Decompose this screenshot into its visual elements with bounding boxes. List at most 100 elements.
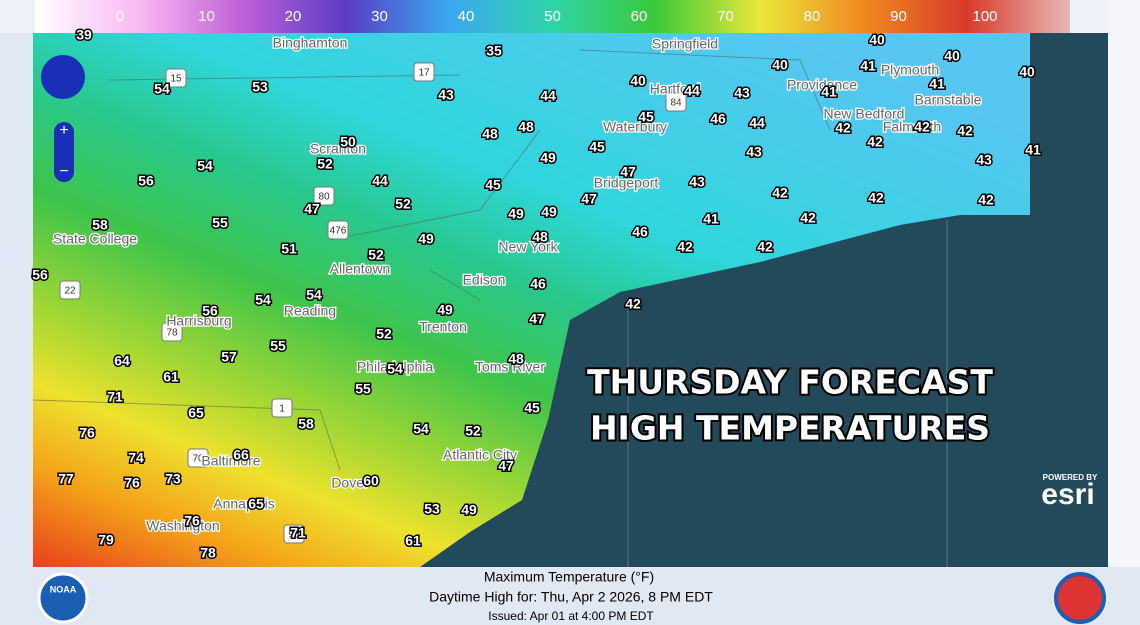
temperature-label: 54 bbox=[255, 292, 271, 308]
temperature-label: 42 bbox=[757, 239, 773, 255]
temperature-label: 35 bbox=[486, 43, 502, 59]
temperature-label: 42 bbox=[867, 134, 883, 150]
temperature-label: 54 bbox=[387, 361, 403, 377]
temperature-label: 58 bbox=[298, 416, 314, 432]
city-label: Falmouth bbox=[883, 119, 941, 135]
highway-label: 1 bbox=[279, 404, 285, 415]
temperature-label: 56 bbox=[202, 303, 218, 319]
temperature-label: 73 bbox=[165, 471, 181, 487]
pan-control[interactable] bbox=[41, 55, 85, 99]
temperature-label: 43 bbox=[689, 174, 705, 190]
legend-bar bbox=[35, 0, 1070, 33]
temperature-label: 44 bbox=[749, 115, 765, 131]
temperature-label: 61 bbox=[405, 533, 421, 549]
nav-control[interactable]: + − bbox=[41, 55, 85, 182]
temperature-label: 42 bbox=[914, 119, 930, 135]
legend-tick-label: 30 bbox=[371, 8, 388, 25]
city-label: Plymouth bbox=[881, 62, 939, 78]
city-label: Philadelphia bbox=[357, 359, 433, 375]
zoom-in[interactable]: + bbox=[59, 122, 68, 139]
temperature-label: 54 bbox=[197, 158, 213, 174]
temperature-label: 51 bbox=[281, 241, 297, 257]
highway-label: 17 bbox=[418, 68, 430, 79]
temperature-label: 43 bbox=[746, 144, 762, 160]
temperature-label: 49 bbox=[540, 150, 556, 166]
city-label: Providence bbox=[787, 77, 857, 93]
temperature-label: 42 bbox=[800, 210, 816, 226]
temperature-label: 44 bbox=[684, 83, 700, 99]
footer-valid: Daytime High for: Thu, Apr 2 2026, 8 PM … bbox=[429, 589, 713, 605]
temperature-label: 40 bbox=[772, 57, 788, 73]
temperature-label: 42 bbox=[978, 192, 994, 208]
temperature-label: 41 bbox=[929, 76, 945, 92]
temperature-label: 76 bbox=[184, 513, 200, 529]
zoom-control[interactable] bbox=[54, 122, 74, 182]
temperature-label: 76 bbox=[124, 475, 140, 491]
temperature-label: 40 bbox=[944, 48, 960, 64]
footer-title: Maximum Temperature (°F) bbox=[484, 569, 654, 585]
city-label: Edison bbox=[463, 272, 506, 288]
nws-logo bbox=[1054, 572, 1106, 624]
highway-label: 476 bbox=[330, 226, 347, 237]
temperature-label: 76 bbox=[79, 425, 95, 441]
temperature-label: 58 bbox=[92, 217, 108, 233]
temperature-label: 55 bbox=[355, 381, 371, 397]
temperature-label: 61 bbox=[163, 369, 179, 385]
city-label: Annapolis bbox=[213, 496, 275, 512]
temperature-label: 41 bbox=[703, 211, 719, 227]
state-border bbox=[33, 49, 831, 471]
temperature-label: 64 bbox=[114, 353, 130, 369]
temperature-label: 52 bbox=[317, 156, 333, 172]
temperature-label: 77 bbox=[58, 471, 74, 487]
temperature-label: 44 bbox=[540, 88, 556, 104]
temperature-label: 43 bbox=[734, 85, 750, 101]
city-label: Baltimore bbox=[201, 453, 260, 469]
city-label: Reading bbox=[284, 303, 336, 319]
temperature-label: 49 bbox=[541, 204, 557, 220]
temperature-label: 71 bbox=[290, 525, 306, 541]
city-label: Barnstable bbox=[915, 92, 982, 108]
city-label: Trenton bbox=[419, 319, 467, 335]
highway-label: 15 bbox=[170, 74, 182, 85]
city-label: New York bbox=[498, 239, 558, 255]
temperature-label: 50 bbox=[340, 134, 356, 150]
city-label: State College bbox=[53, 231, 137, 247]
legend-tick-label: 100 bbox=[972, 8, 997, 25]
temperature-label: 52 bbox=[376, 326, 392, 342]
temperature-label: 46 bbox=[710, 111, 726, 127]
temperature-label: 57 bbox=[221, 349, 237, 365]
highway-label: 95 bbox=[288, 530, 300, 541]
highway-label: 78 bbox=[166, 328, 178, 339]
highway-shield bbox=[327, 220, 349, 240]
temperature-label: 48 bbox=[508, 351, 524, 367]
temperature-label: 56 bbox=[138, 173, 154, 189]
temperature-label: 47 bbox=[498, 458, 514, 474]
legend-tick-label: 70 bbox=[717, 8, 734, 25]
city-label: Toms River bbox=[475, 359, 545, 375]
temperature-label: 40 bbox=[630, 73, 646, 89]
temperature-label: 49 bbox=[461, 502, 477, 518]
highway-label: 84 bbox=[670, 98, 682, 109]
temperature-label: 43 bbox=[976, 152, 992, 168]
temperature-label: 45 bbox=[524, 400, 540, 416]
highway-label: 22 bbox=[64, 286, 76, 297]
highway-label: 70 bbox=[192, 454, 204, 465]
overlay-title: HIGH TEMPERATURES bbox=[590, 409, 990, 448]
city-label: Scranton bbox=[310, 141, 366, 157]
temperature-label: 60 bbox=[363, 473, 379, 489]
highway-shield bbox=[165, 68, 187, 88]
noaa-logo bbox=[37, 572, 89, 624]
zoom-out[interactable]: − bbox=[59, 163, 68, 180]
temperature-label: 41 bbox=[860, 58, 876, 74]
city-label: Harrisburg bbox=[166, 313, 231, 329]
temperature-label: 54 bbox=[413, 421, 429, 437]
temperature-label: 65 bbox=[188, 405, 204, 421]
temperature-label: 66 bbox=[233, 447, 249, 463]
city-label: Dover bbox=[331, 475, 369, 491]
temperature-label: 55 bbox=[212, 215, 228, 231]
city-label: New Bedford bbox=[824, 106, 905, 122]
temperature-label: 44 bbox=[372, 173, 388, 189]
esri-brand: esri bbox=[1041, 478, 1094, 511]
legend-tick-label: 10 bbox=[198, 8, 215, 25]
